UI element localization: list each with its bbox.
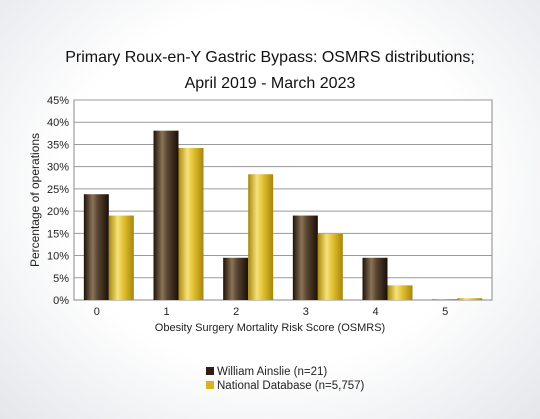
- y-tick-label: 20%: [47, 206, 69, 218]
- bar-series1-cat-3: [292, 215, 318, 300]
- bar-series2-cat-5: [457, 298, 483, 300]
- chart-title-line2: April 2019 - March 2023: [184, 75, 356, 92]
- x-tick-label: 2: [233, 306, 239, 318]
- y-axis-label: Percentage of operations: [28, 133, 42, 267]
- y-tick-label: 0%: [53, 295, 69, 307]
- y-tick-label: 45%: [47, 95, 69, 107]
- x-tick-label: 0: [94, 306, 100, 318]
- bar-series2-cat-1: [178, 148, 204, 300]
- bar-series1-cat-2: [223, 257, 249, 300]
- legend-item-series1: William Ainslie (n=21): [206, 366, 327, 378]
- y-tick-label: 40%: [47, 117, 69, 129]
- x-tick-label: 3: [303, 306, 309, 318]
- legend-label-series2: National Database (n=5,757): [217, 380, 365, 392]
- y-tick-label: 30%: [47, 162, 69, 174]
- legend-swatch-series1: [206, 367, 214, 375]
- bar-series1-cat-0: [83, 194, 109, 300]
- x-tick-label: 1: [163, 306, 169, 318]
- legend-item-series2: National Database (n=5,757): [206, 380, 364, 392]
- y-tick-label: 10%: [47, 251, 69, 263]
- legend-label-series1: William Ainslie (n=21): [217, 366, 328, 378]
- bar-series2-cat-2: [248, 174, 274, 300]
- y-tick-label: 15%: [47, 228, 69, 240]
- y-tick-label: 5%: [53, 273, 69, 285]
- chart-title-line1: Primary Roux-en-Y Gastric Bypass: OSMRS …: [65, 49, 475, 66]
- x-axis-label: Obesity Surgery Mortality Risk Score (OS…: [155, 322, 385, 334]
- bar-series1-cat-4: [362, 257, 388, 300]
- plot-area: [73, 99, 493, 301]
- x-tick-label: 5: [442, 306, 448, 318]
- bar-series2-cat-4: [387, 285, 413, 300]
- x-tick-label: 4: [372, 306, 378, 318]
- y-tick-label: 35%: [47, 139, 69, 151]
- legend-swatch-series2: [206, 381, 214, 389]
- bar-series2-cat-0: [108, 215, 134, 300]
- bar-series2-cat-3: [317, 233, 343, 300]
- bar-series1-cat-1: [153, 130, 179, 300]
- y-tick-label: 25%: [47, 184, 69, 196]
